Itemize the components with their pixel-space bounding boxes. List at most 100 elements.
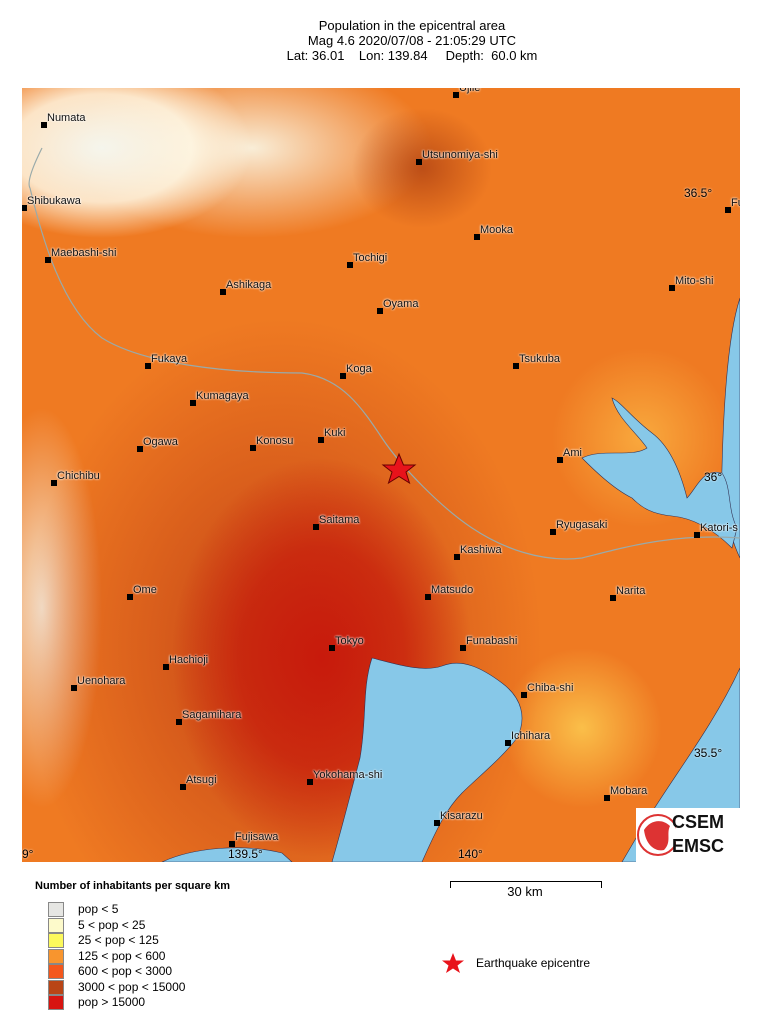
- legend-swatch: [48, 902, 64, 917]
- city-dot-icon: [45, 257, 51, 263]
- city-dot-icon: [425, 594, 431, 600]
- lake-kasumigaura: [581, 397, 738, 549]
- city-label: Ashikaga: [226, 279, 272, 291]
- city-label: Tokyo: [335, 635, 364, 647]
- city-dot-icon: [604, 795, 610, 801]
- city-label: Saitama: [319, 514, 360, 526]
- city-dot-icon: [521, 692, 527, 698]
- city-label: Fu: [731, 197, 740, 209]
- epicentre-legend-label: Earthquake epicentre: [476, 956, 591, 970]
- city-label: Mito-shi: [675, 275, 714, 287]
- city-dot-icon: [669, 285, 675, 291]
- city-dot-icon: [22, 205, 27, 211]
- city-label: Fujisawa: [235, 831, 279, 843]
- city-dot-icon: [229, 841, 235, 847]
- scale-label: 30 km: [507, 884, 543, 899]
- city-dot-icon: [610, 595, 616, 601]
- pacific-ocean: [621, 297, 740, 862]
- city-label: Mooka: [480, 224, 514, 236]
- city-label: Katori-s: [700, 522, 738, 534]
- city-label: Konosu: [256, 435, 294, 447]
- map-features: [28, 147, 740, 862]
- city-dot-icon: [725, 207, 731, 213]
- city-label: Narita: [616, 585, 646, 597]
- city-dot-icon: [557, 457, 563, 463]
- lon-label: 140°: [458, 847, 483, 861]
- city-dot-icon: [416, 159, 422, 165]
- city-dot-icon: [190, 400, 196, 406]
- city-dot-icon: [51, 480, 57, 486]
- legend-label: 125 < pop < 600: [78, 948, 166, 963]
- city-dot-icon: [176, 719, 182, 725]
- legend-swatch: [48, 917, 64, 933]
- city-label: Ujiie: [459, 88, 481, 94]
- event-info: Mag 4.6 2020/07/08 - 21:05:29 UTC: [307, 33, 517, 48]
- legend-label: 25 < pop < 125: [78, 933, 159, 947]
- csem-emsc-logo: CSEM EMSC: [636, 808, 740, 862]
- city-label: Ogawa: [143, 436, 178, 448]
- city-dot-icon: [340, 373, 346, 379]
- city-dot-icon: [453, 92, 459, 98]
- legend-label: 600 < pop < 3000: [78, 964, 173, 978]
- logo-text-emsc: EMSC: [672, 836, 725, 856]
- city-dot-icon: [329, 645, 335, 651]
- city-label: Kumagaya: [196, 390, 249, 402]
- legend-title: Number of inhabitants per square km: [35, 880, 230, 892]
- city-dot-icon: [127, 594, 133, 600]
- city-dot-icon: [434, 820, 440, 826]
- city-dot-icon: [313, 524, 319, 530]
- city-dot-icon: [474, 234, 480, 240]
- city-dot-icon: [505, 740, 511, 746]
- city-dot-icon: [137, 446, 143, 452]
- lat-label: 36.5°: [684, 186, 713, 200]
- city-dot-icon: [318, 437, 324, 443]
- legend-swatch: [48, 995, 64, 1010]
- city-label: Oyama: [383, 298, 419, 310]
- epicentre-star-icon: [442, 953, 464, 973]
- city-dot-icon: [180, 784, 186, 790]
- sagami-bay: [161, 847, 293, 862]
- city-label: Tochigi: [353, 252, 388, 264]
- city-label: Ryugasaki: [556, 519, 608, 531]
- lat-label: 36°: [704, 470, 723, 484]
- city-dot-icon: [694, 532, 700, 538]
- city-label: Uenohara: [77, 675, 126, 687]
- city-label: Koga: [346, 363, 372, 375]
- city-label: Chiba-shi: [527, 682, 574, 694]
- legend-swatch: [48, 933, 64, 948]
- city-dot-icon: [454, 554, 460, 560]
- city-label: Utsunomiya-shi: [422, 149, 498, 161]
- city-label: Matsudo: [431, 584, 474, 596]
- scale-bar: [450, 881, 602, 888]
- legend-label: 3000 < pop < 15000: [78, 979, 186, 994]
- city-label: Hachioji: [169, 654, 209, 666]
- prefecture-border-north: [28, 147, 43, 189]
- city-dot-icon: [71, 685, 77, 691]
- city-label: Chichibu: [57, 470, 100, 482]
- legend-swatch: [48, 979, 64, 995]
- city-dot-icon: [163, 664, 169, 670]
- lon-label: 139.5°: [228, 847, 263, 861]
- city-label: Yokohama-shi: [313, 769, 383, 781]
- prefecture-border: [29, 187, 740, 560]
- city-label: Ami: [563, 447, 582, 459]
- legend-label: pop > 15000: [78, 995, 146, 1009]
- city-label: Sagamihara: [182, 709, 242, 721]
- logo-text-csem: CSEM: [672, 812, 725, 832]
- legend-label: pop < 5: [78, 902, 119, 916]
- city-label: Atsugi: [186, 774, 217, 786]
- tokyo-bay: [331, 657, 523, 862]
- city-dot-icon: [220, 289, 226, 295]
- legend-swatch: [48, 964, 64, 979]
- city-dot-icon: [377, 308, 383, 314]
- city-dot-icon: [307, 779, 313, 785]
- city-label: Tsukuba: [519, 353, 560, 365]
- city-label: Kashiwa: [460, 544, 502, 556]
- city-label: Kisarazu: [440, 810, 483, 822]
- population-map[interactable]: Ujiie Numata Utsunomiya-shi Shibukawa Fu Mook…: [22, 88, 740, 862]
- city-label: Ichihara: [511, 730, 551, 742]
- city-dot-icon: [41, 122, 47, 128]
- map-title: Population in the epicentral area: [318, 18, 506, 33]
- legend-label: 5 < pop < 25: [78, 917, 146, 932]
